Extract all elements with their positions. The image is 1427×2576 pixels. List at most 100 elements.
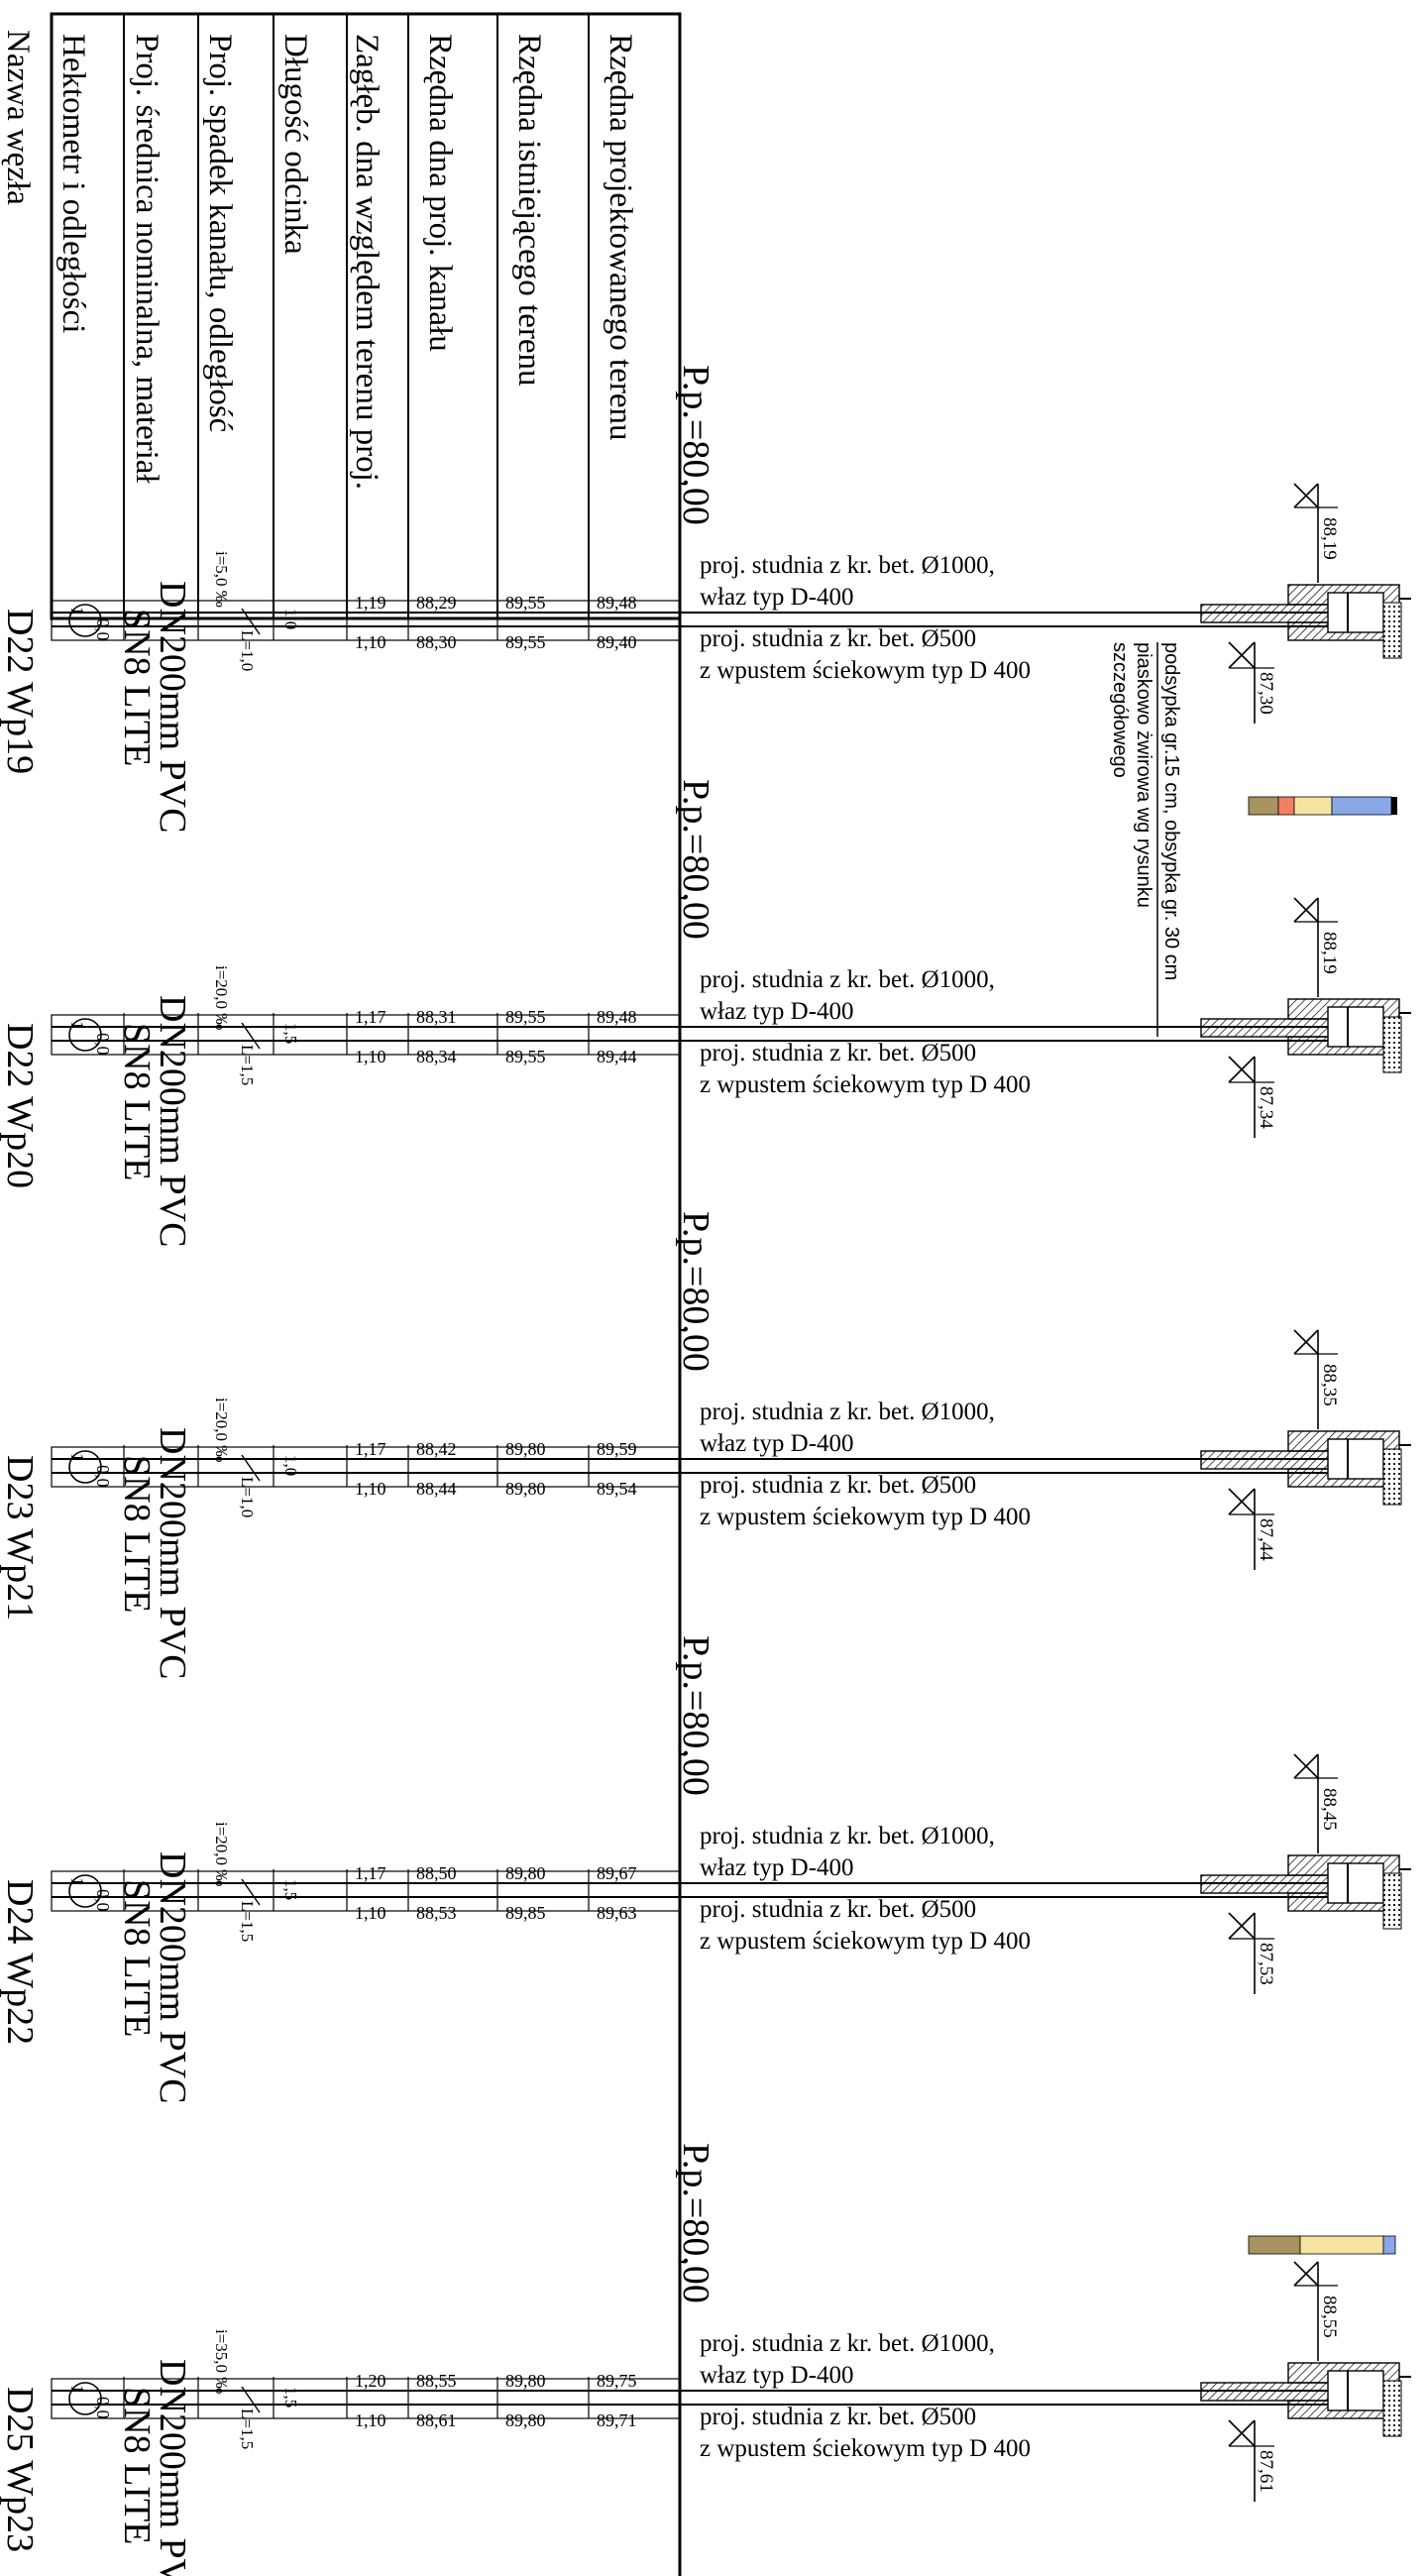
segment-length-value: 1,5 (281, 2387, 300, 2408)
invert-value-end: 88,44 (416, 1479, 457, 1499)
pipe-diameter-label: DN200mm PVC (152, 2359, 193, 2576)
bottom-level-label: 87,53 (1256, 1943, 1276, 1985)
top-level-marker: 88,35 (1293, 1329, 1340, 1429)
top-level-marker: 88,45 (1293, 1753, 1340, 1853)
header-diameter: Proj. średnica nominalna, materiał (129, 34, 165, 484)
well-note-line-1: proj. studnia z kr. bet. Ø1000, (700, 1823, 995, 1849)
length-label: L=1,0 (238, 630, 257, 671)
invert-value-start: 88,50 (416, 1863, 457, 1883)
depth-value-end: 1,10 (355, 1047, 386, 1066)
bottom-level-marker: 87,53 (1228, 1912, 1276, 1994)
well-note-line-1: proj. studnia z kr. bet. Ø1000, (700, 1399, 995, 1425)
node-name-label: D23 Wp21 (0, 1455, 41, 1621)
node-name-label: D25 Wp23 (0, 2387, 41, 2552)
manhole-structure (1200, 2362, 1411, 2437)
existing-terrain-start: 89,55 (505, 1007, 546, 1027)
bottom-level-marker: 87,61 (1228, 2419, 1276, 2502)
slope-label: i=35,0 ‰ (212, 2329, 231, 2394)
length-label: L=1,5 (238, 2408, 257, 2449)
bottom-level-label: 87,44 (1256, 1518, 1276, 1561)
designed-terrain-end: 89,40 (597, 632, 637, 652)
hectometer-distance: 0,0 (93, 1465, 113, 1488)
pipe-material-label: SN8 LITE (116, 1023, 158, 1180)
length-label: L=1,0 (238, 1477, 257, 1517)
pipe-material-label: SN8 LITE (116, 1455, 158, 1613)
pipe-material-label: SN8 LITE (116, 1879, 158, 2037)
datum-label: P.p.=80,00 (675, 365, 716, 525)
inlet-note-line-2: z wpustem ściekowym typ D 400 (700, 657, 1031, 684)
top-level-label: 88,19 (1319, 932, 1340, 974)
invert-value-start: 88,29 (416, 593, 457, 613)
bottom-level-label: 87,61 (1256, 2450, 1276, 2493)
top-level-label: 88,45 (1319, 1788, 1340, 1831)
bedding-note: podsypka gr.15 cm, obsypka gr. 30 cm pia… (1109, 642, 1182, 1037)
hectometer-value: 1 (67, 1021, 87, 1030)
well-note-line-2: właz typ D-400 (700, 584, 854, 611)
hectometer-value: 1 (67, 1877, 87, 1886)
slope-label: i=20,0 ‰ (212, 1822, 231, 1886)
inlet-note-line-1: proj. studnia z kr. bet. Ø500 (700, 1472, 976, 1499)
hectometer-value: 1 (67, 2385, 87, 2394)
top-level-marker: 88,55 (1293, 2261, 1340, 2361)
well-note-line-1: proj. studnia z kr. bet. Ø1000, (700, 966, 995, 993)
datum-label: P.p.=80,00 (675, 1635, 716, 1796)
existing-terrain-end: 89,80 (505, 1479, 546, 1499)
invert-value-start: 88,31 (416, 1007, 457, 1027)
segment-length-value: 1,0 (281, 1455, 300, 1476)
existing-terrain-end: 89,55 (505, 1047, 546, 1066)
invert-value-start: 88,42 (416, 1439, 457, 1459)
depth-value-end: 1,10 (355, 632, 386, 652)
inlet-note-line-1: proj. studnia z kr. bet. Ø500 (700, 1040, 976, 1066)
hectometer-distance: 0,0 (93, 618, 113, 641)
header-hectometer: Hektometr i odległości (55, 34, 91, 333)
top-level-label: 88,35 (1319, 1364, 1340, 1406)
bottom-level-marker: 87,34 (1228, 1056, 1276, 1138)
pipe-diameter-label: DN200mm PVC (152, 1851, 193, 2103)
existing-terrain-end: 89,80 (505, 2410, 546, 2430)
existing-terrain-start: 89,80 (505, 2371, 546, 2391)
inlet-note-line-2: z wpustem ściekowym typ D 400 (700, 1928, 1031, 1955)
bottom-level-marker: 87,30 (1228, 641, 1276, 724)
manhole-structure (1200, 998, 1411, 1073)
well-note-line-2: właz typ D-400 (700, 998, 854, 1025)
top-level-label: 88,19 (1319, 517, 1340, 560)
invert-value-end: 88,30 (416, 632, 457, 652)
depth-value-end: 1,10 (355, 1903, 386, 1923)
segment-length-value: 1,0 (281, 609, 300, 629)
header-depth: Zagłęb. dna względem terenu proj. (349, 34, 384, 490)
designed-terrain-end: 89,54 (597, 1479, 637, 1499)
pipe-diameter-label: DN200mm PVC (152, 581, 193, 833)
pipe-diameter-label: DN200mm PVC (152, 995, 193, 1247)
soil-legend-2 (1248, 2235, 1396, 2255)
hectometer-distance: 0,0 (93, 1889, 113, 1912)
designed-terrain-start: 89,59 (597, 1439, 637, 1459)
header-table: Nazwa węzła Hektometr i odległości Proj.… (0, 12, 682, 2576)
invert-value-end: 88,34 (416, 1047, 457, 1066)
manhole-structure (1200, 1854, 1411, 1930)
existing-terrain-start: 89,80 (505, 1863, 546, 1883)
well-note-line-2: właz typ D-400 (700, 2362, 854, 2389)
slope-label: i=20,0 ‰ (212, 965, 231, 1030)
depth-value-end: 1,10 (355, 1479, 386, 1499)
invert-value-end: 88,53 (416, 1903, 457, 1923)
header-existing: Rzędna istniejącego terenu (511, 34, 547, 387)
inlet-note-line-2: z wpustem ściekowym typ D 400 (700, 2435, 1031, 2462)
well-note-line-2: właz typ D-400 (700, 1430, 854, 1457)
node-name-label: D22 Wp19 (0, 609, 41, 774)
hectometer-value: 1 (67, 1453, 87, 1462)
length-label: L=1,5 (238, 1901, 257, 1942)
inlet-note-line-1: proj. studnia z kr. bet. Ø500 (700, 625, 976, 652)
length-label: L=1,5 (238, 1045, 257, 1085)
designed-terrain-end: 89,44 (597, 1047, 637, 1066)
inlet-note-line-1: proj. studnia z kr. bet. Ø500 (700, 1896, 976, 1923)
existing-terrain-start: 89,55 (505, 593, 546, 613)
bedding-note-line-2: piaskowo żwirowa wg rysunku (1133, 642, 1154, 908)
existing-terrain-end: 89,55 (505, 632, 546, 652)
designed-terrain-start: 89,48 (597, 593, 637, 613)
depth-value-start: 1,17 (355, 1863, 386, 1883)
bedding-note-line-1: podsypka gr.15 cm, obsypka gr. 30 cm (1160, 642, 1182, 980)
